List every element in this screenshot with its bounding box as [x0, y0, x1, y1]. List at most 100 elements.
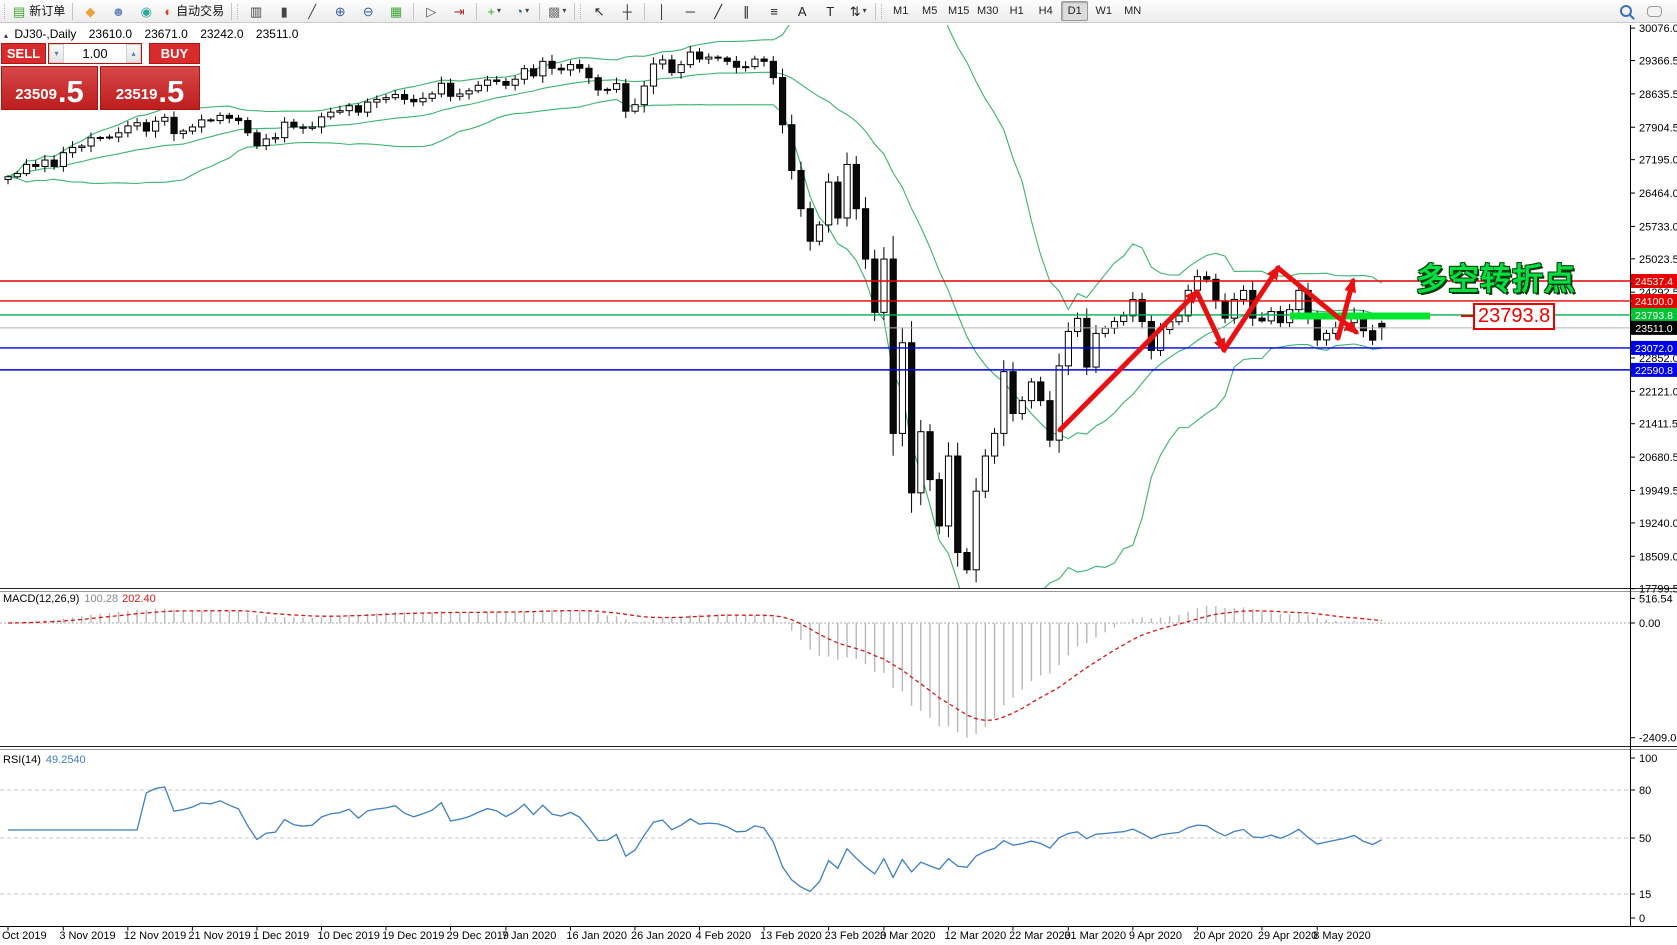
cursor-button[interactable]: ↖ [586, 0, 612, 22]
label-button[interactable]: T [817, 0, 843, 22]
sell-button[interactable]: SELL [1, 43, 46, 64]
candle-body [981, 455, 990, 492]
date-tick-label: 13 Feb 2020 [760, 930, 822, 942]
bollinger-upper-line [7, 25, 1383, 311]
bar-chart-button[interactable]: ▥ [243, 0, 269, 22]
price-tick-label: 25733.0 [1639, 221, 1677, 233]
sell-price-fraction: .5 [57, 74, 84, 110]
templates-button[interactable]: ▩ ▾ [544, 0, 570, 22]
zoom-out-button[interactable]: ⊖ [355, 0, 381, 22]
chevron-down-icon: ▾ [562, 6, 567, 15]
text-button[interactable]: A [789, 0, 815, 22]
horizontal-line-button[interactable]: ─ [677, 0, 703, 22]
candle-body [1212, 278, 1220, 302]
candle-body [290, 121, 298, 128]
trend-arrow[interactable] [1057, 289, 1200, 433]
rsi-axis[interactable]: 100 80 50 15 0 [1630, 753, 1657, 925]
highlighter-button[interactable]: ◆ [77, 0, 103, 22]
candle-body [944, 455, 953, 527]
autotrading-button[interactable]: ◐ 自动交易 [164, 3, 225, 19]
chart-shift-button[interactable]: ⇥ [446, 0, 472, 22]
channel-button[interactable]: ∥ [733, 0, 759, 22]
rsi-tick-label: 0 [1639, 913, 1645, 925]
search-icon[interactable] [1613, 0, 1639, 22]
macd-signal-value: 202.40 [122, 593, 156, 605]
timeframe-m15-button[interactable]: M15 [947, 5, 970, 17]
candle-body [1046, 400, 1054, 441]
timeframe-mn-button[interactable]: MN [1124, 5, 1142, 17]
timeframe-h1-button[interactable]: H1 [1009, 5, 1024, 17]
price-callout-label[interactable]: 23793.8 [1473, 303, 1556, 330]
vertical-line-button[interactable]: │ [649, 0, 675, 22]
time-axis[interactable]: Oct 2019 3 Nov 2019 12 Nov 2019 21 Nov 2019… [2, 926, 1371, 943]
price-axis[interactable]: 30076.0 29366.5 28635.5 27904.5 27195.0 26464… [1630, 23, 1677, 596]
volume-decrease-button[interactable]: ▾ [49, 44, 64, 63]
cursor-icon: ↖ [593, 3, 605, 19]
crosshair-button[interactable]: ┼ [614, 0, 640, 22]
arrows-button[interactable]: ⇅ ▾ [845, 0, 871, 22]
price-tick-label: 17799.5 [1639, 584, 1677, 596]
buy-price-button[interactable]: 23519 .5 [100, 66, 200, 110]
date-tick-label: 9 Apr 2020 [1129, 930, 1182, 942]
chart-title: ▴ DJ30-,Daily 23610.0 23671.0 23242.0 23… [4, 27, 298, 41]
candle-body [1175, 315, 1183, 323]
candle-body [732, 60, 741, 68]
candle-body [317, 116, 326, 128]
timeframe-w1-button[interactable]: W1 [1095, 5, 1112, 17]
date-tick-label: 12 Mar 2020 [944, 930, 1006, 942]
trendline-button[interactable]: ╱ [705, 0, 731, 22]
timeframe-h4-button[interactable]: H4 [1038, 5, 1053, 17]
price-tick-label: 28635.5 [1639, 89, 1677, 101]
indicators-button[interactable]: + ▾ [481, 0, 507, 22]
periods-button[interactable]: ◔ ▾ [509, 0, 535, 22]
zigzag-trend-arrows[interactable] [1057, 264, 1360, 433]
chat-icon[interactable] [1641, 0, 1667, 22]
candle-body [1009, 371, 1017, 414]
trend-arrow[interactable] [1221, 264, 1281, 353]
price-tick-label: 22852.0 [1639, 353, 1677, 365]
date-tick-label: 3 Mar 2020 [880, 930, 936, 942]
line-chart-icon: ╱ [308, 3, 317, 19]
timeframe-d1-button[interactable]: D1 [1061, 1, 1089, 21]
buy-button[interactable]: BUY [149, 43, 200, 64]
volume-value[interactable]: 1.00 [82, 46, 108, 61]
date-tick-label: 29 Dec 2019 [447, 930, 509, 942]
timeframe-m1-button[interactable]: M1 [893, 5, 909, 17]
candle-body [576, 64, 584, 69]
trend-arrow[interactable] [1194, 289, 1227, 354]
zoom-in-button[interactable]: ⊕ [327, 0, 353, 22]
candle-body [1267, 311, 1275, 322]
candle-body [96, 136, 104, 139]
autoscroll-button[interactable]: ▷ [418, 0, 444, 22]
turning-point-annotation[interactable]: 多空转折点 [1416, 262, 1576, 297]
line-chart-button[interactable]: ╱ [299, 0, 325, 22]
candle-body [262, 138, 270, 147]
profile-button[interactable]: ☻ [105, 0, 131, 22]
rsi-panel [0, 786, 1630, 895]
horizontal-line-objects[interactable] [0, 280, 1630, 371]
new-order-icon: ▤ [13, 3, 26, 19]
toolbar-separator [574, 2, 576, 20]
candle-body [235, 117, 243, 122]
timeframe-m30-button[interactable]: M30 [976, 5, 999, 17]
new-order-button[interactable]: ▤ 新订单 [13, 3, 66, 19]
sell-price-button[interactable]: 23509 .5 [1, 66, 98, 110]
candle-body [963, 552, 971, 571]
candle-body [354, 105, 363, 113]
ohlc-open: 23610.0 [88, 27, 133, 41]
signal-button[interactable]: ◉ [133, 0, 159, 22]
macd-axis[interactable]: 516.54 0.00 -2409.06 [1630, 593, 1677, 745]
fibonacci-button[interactable]: ≡ [761, 0, 787, 22]
ohlc-close: 23511.0 [255, 27, 299, 41]
candle-body [1129, 298, 1137, 317]
volume-increase-button[interactable]: ▴ [126, 44, 141, 63]
toolbar-separator [644, 2, 646, 20]
candle-body [13, 173, 21, 178]
timeframe-m5-button[interactable]: M5 [922, 5, 938, 17]
symbol-period-label: DJ30-,Daily [14, 27, 77, 41]
volume-stepper[interactable]: ▾ 1.00 ▴ [48, 43, 142, 64]
tile-windows-button[interactable]: ▦ [383, 0, 409, 22]
candlestick-button[interactable]: ▮ [271, 0, 297, 22]
trend-arrow[interactable] [1335, 277, 1357, 341]
